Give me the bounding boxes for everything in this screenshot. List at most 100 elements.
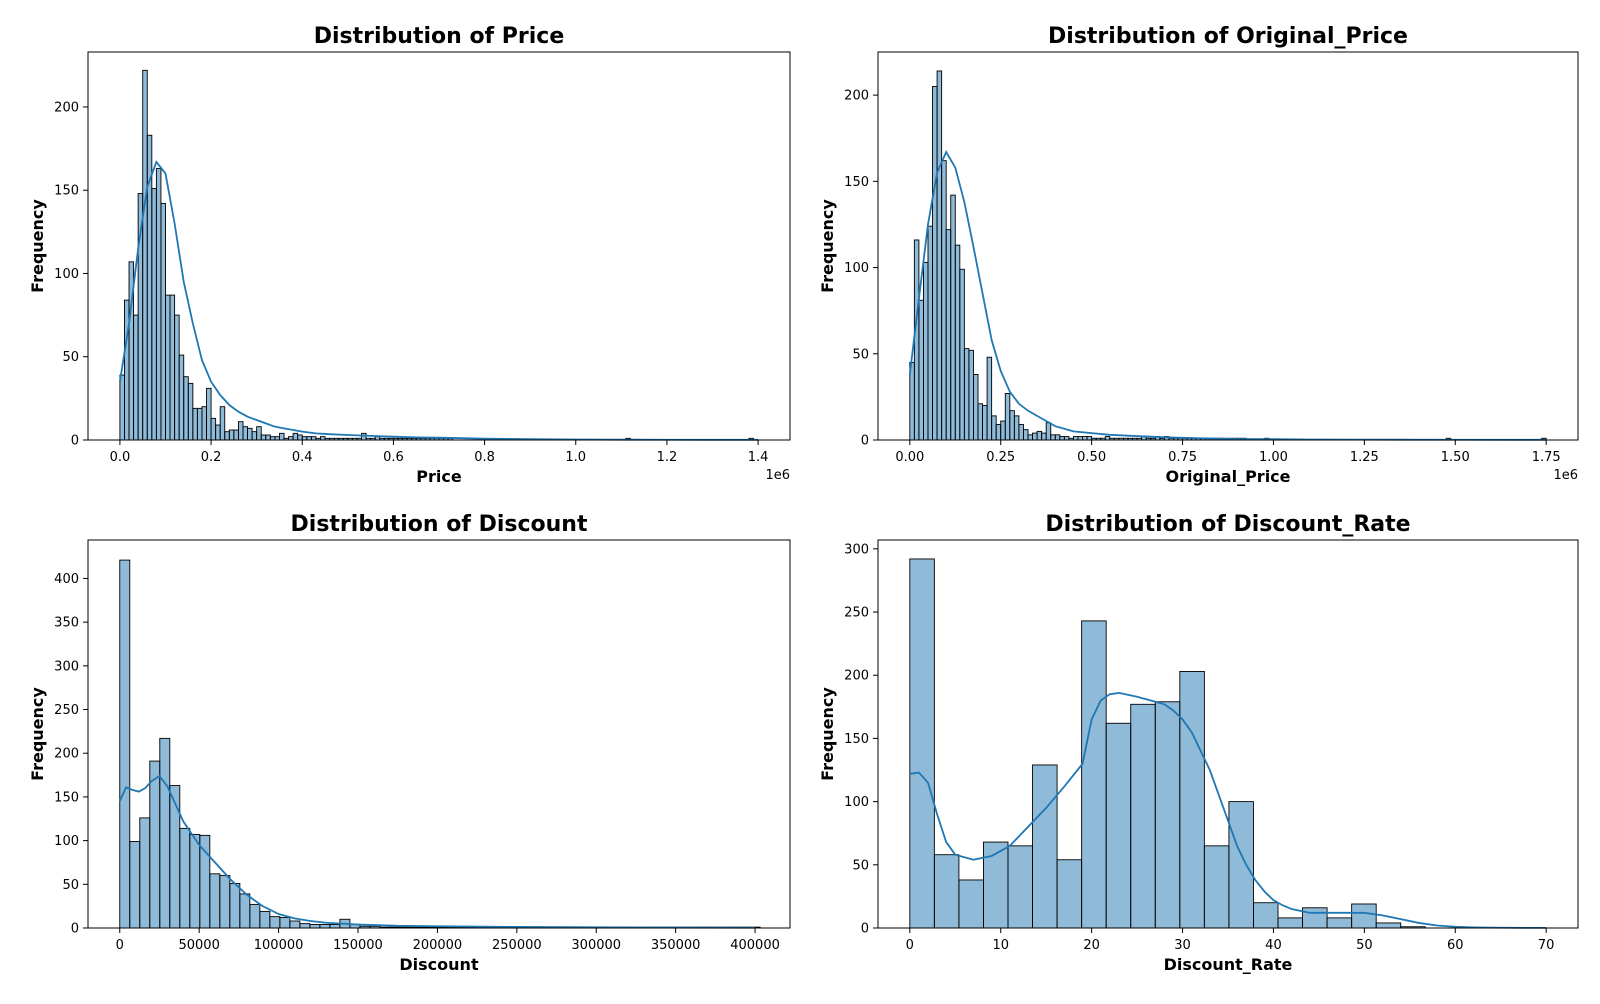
x-tick-label: 30	[1174, 938, 1191, 953]
histogram-bar	[174, 314, 180, 441]
histogram-bar	[991, 415, 997, 441]
histogram-bar	[251, 431, 258, 441]
y-tick-label: 150	[54, 790, 79, 805]
histogram-bar	[950, 194, 956, 441]
histogram-bar	[269, 916, 281, 929]
histogram-bar	[249, 903, 261, 929]
histogram-bar	[151, 188, 157, 441]
histogram-bar	[329, 924, 341, 929]
x-tick-label: 70	[1538, 938, 1555, 953]
histogram-bar	[309, 924, 321, 929]
x-tick-label: 0.2	[201, 450, 222, 465]
histogram-bar	[1203, 845, 1230, 929]
x-tick-label: 150000	[333, 938, 383, 953]
histogram-bar	[977, 403, 984, 441]
histogram-bar	[1007, 845, 1033, 929]
x-tick-label: 1.75	[1532, 450, 1561, 465]
y-axis-label: Frequency	[818, 199, 837, 293]
histogram-bar	[982, 405, 988, 441]
x-offset-label: 1e6	[765, 468, 790, 483]
histogram-bar	[909, 558, 935, 929]
x-tick-label: 1.25	[1350, 450, 1379, 465]
histogram-bar	[289, 920, 301, 929]
y-tick-label: 0	[71, 922, 79, 937]
y-axis-label: Frequency	[28, 199, 47, 293]
kde-line	[909, 692, 1547, 929]
x-offset-label: 1e6	[1553, 468, 1578, 483]
x-tick-label: 1.2	[657, 450, 678, 465]
y-tick-label: 400	[54, 572, 79, 587]
chart-panel-3: 0 50000 100000 150000 200000 250000 300000 3500…	[28, 512, 791, 974]
histogram-bar	[1277, 917, 1303, 929]
histogram-bar	[279, 432, 285, 441]
histogram-bar	[1009, 410, 1015, 441]
histogram-bar	[1027, 434, 1034, 441]
histogram-bar	[160, 203, 166, 441]
histogram-bar	[1036, 430, 1043, 441]
y-tick-label: 150	[844, 175, 869, 190]
histogram-bar	[183, 376, 189, 441]
y-axis-label: Frequency	[28, 687, 47, 781]
histogram-bar	[229, 882, 241, 929]
histogram-bar	[233, 429, 239, 441]
kde-line	[118, 774, 756, 929]
histogram-bar	[215, 424, 221, 441]
histogram-bar	[1130, 703, 1156, 929]
histogram-bar	[260, 434, 267, 441]
histogram-bar	[1018, 424, 1024, 441]
y-tick-label: 300	[54, 659, 79, 674]
chart-panel-1: 0.0 0.2 0.4 0.6 0.8 1.0 1.2 1.4 0 50 100 150 200 Dist…	[28, 24, 791, 486]
histogram-bar	[1056, 859, 1083, 929]
chart-title: Distribution of Discount_Rate	[1045, 512, 1410, 537]
histogram-bar	[224, 431, 230, 441]
x-tick-label: 1.00	[1259, 450, 1288, 465]
histogram-bar	[361, 432, 367, 441]
histogram-bar	[119, 559, 131, 929]
histogram-bar	[1063, 436, 1070, 441]
histogram-bar	[918, 299, 924, 441]
y-tick-label: 150	[844, 732, 869, 747]
axes-frame	[87, 539, 791, 929]
histogram-bar	[936, 70, 943, 441]
histogram-bar	[1072, 436, 1079, 441]
histogram-bar	[228, 429, 235, 441]
histogram-bar	[199, 834, 211, 929]
histogram-bar	[165, 294, 171, 441]
x-tick-label: 0.8	[474, 450, 495, 465]
x-tick-label: 40	[1265, 938, 1282, 953]
histogram-bar	[256, 426, 262, 441]
y-tick-label: 0	[71, 434, 79, 449]
x-tick-label: 350000	[651, 938, 701, 953]
axes-frame	[87, 51, 791, 441]
y-tick-label: 0	[861, 434, 869, 449]
y-tick-label: 100	[844, 795, 869, 810]
x-tick-label: 100000	[254, 938, 304, 953]
y-tick-label: 50	[62, 350, 79, 365]
histogram-bar	[119, 374, 125, 441]
x-axis-label: Original_Price	[1165, 467, 1290, 486]
histogram-bar	[1000, 420, 1006, 441]
histogram-bar	[963, 348, 970, 441]
histogram-bar	[1023, 429, 1029, 441]
histogram-bar	[1081, 620, 1107, 929]
histogram-bar	[189, 834, 201, 929]
x-tick-label: 0	[906, 938, 914, 953]
y-tick-label: 50	[62, 878, 79, 893]
histogram-bar	[279, 917, 291, 929]
histogram-bar	[259, 910, 271, 929]
histogram-bar	[1228, 801, 1254, 929]
histogram-bar	[945, 229, 952, 441]
y-tick-label: 200	[54, 100, 79, 115]
x-axis-label: Price	[416, 467, 462, 486]
axes-frame	[877, 51, 1579, 441]
histogram-bar	[968, 349, 974, 441]
histogram-bar	[1302, 907, 1328, 929]
chart-panel-2: 0.00 0.25 0.50 0.75 1.00 1.25 1.50 1.75 0 50 100 15…	[818, 24, 1579, 486]
histogram-bar	[169, 294, 176, 441]
x-tick-label: 0.25	[986, 450, 1015, 465]
x-tick-label: 200000	[413, 938, 463, 953]
y-tick-label: 200	[54, 747, 79, 762]
histogram-bar	[1054, 434, 1061, 441]
histogram-bar	[187, 382, 194, 441]
histogram-bar	[159, 737, 171, 929]
